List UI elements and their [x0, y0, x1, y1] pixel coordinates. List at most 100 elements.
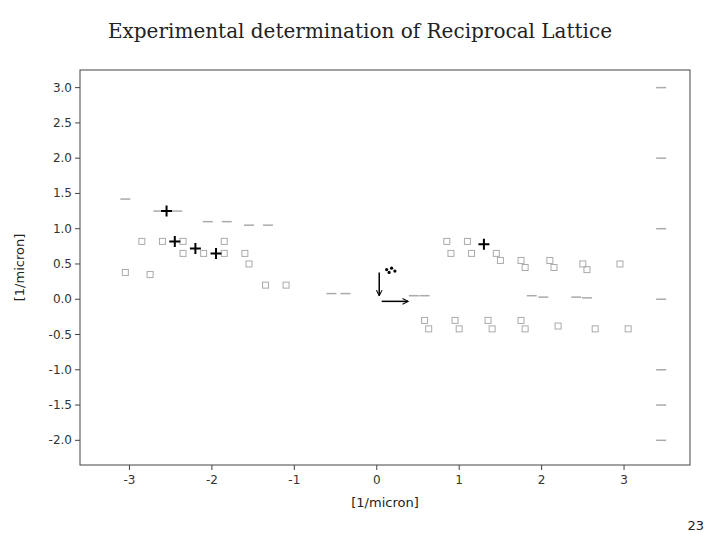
y-tick — [75, 158, 80, 159]
dot-point — [390, 267, 393, 270]
title: Experimental determination of Reciprocal… — [108, 19, 612, 43]
y-tick-label: -0.5 — [49, 328, 72, 342]
square-point — [497, 257, 503, 263]
square-point — [246, 261, 252, 267]
square-point — [584, 267, 590, 273]
square-point — [444, 238, 450, 244]
square-point — [242, 250, 248, 256]
y-tick-label: 2.5 — [53, 116, 72, 130]
plus-point — [478, 239, 489, 250]
x-tick-label: 0 — [373, 473, 381, 487]
y-tick — [75, 299, 80, 300]
square-point — [122, 269, 128, 275]
square-point — [518, 317, 524, 323]
plus-point — [169, 236, 180, 247]
x-tick — [459, 465, 460, 470]
square-point — [555, 323, 561, 329]
dash-point — [656, 369, 666, 371]
y-tick-label: 3.0 — [53, 81, 72, 95]
axes: -3-2-10123-2.0-1.5-1.0-0.50.00.51.01.52.… — [49, 81, 628, 487]
square-point — [452, 317, 458, 323]
dash-point — [420, 295, 430, 297]
dash-point — [203, 221, 213, 223]
dash-point — [222, 221, 232, 223]
dot-point — [385, 268, 388, 271]
dash-point — [409, 295, 419, 297]
dash-point — [527, 295, 537, 297]
dash-point — [582, 297, 592, 299]
y-tick — [75, 369, 80, 370]
y-tick-label: -1.5 — [49, 398, 72, 412]
square-point — [464, 238, 470, 244]
x-tick — [294, 465, 295, 470]
square-point — [469, 250, 475, 256]
y-tick-label: -2.0 — [49, 433, 72, 447]
square-point — [147, 272, 153, 278]
x-tick-label: -1 — [288, 473, 300, 487]
dash-point — [120, 198, 130, 200]
plus-point — [161, 206, 172, 217]
y-tick — [75, 405, 80, 406]
y-tick — [75, 334, 80, 335]
dot-point — [393, 269, 396, 272]
arrow — [378, 272, 380, 295]
page-number: 23 — [687, 518, 704, 533]
square-point — [262, 282, 268, 288]
y-tick — [75, 228, 80, 229]
plot-area — [120, 88, 666, 441]
x-tick — [129, 465, 130, 470]
square-point — [489, 326, 495, 332]
plot-frame — [80, 70, 690, 465]
plus-point — [190, 243, 201, 254]
square-point — [522, 265, 528, 271]
square-point — [426, 326, 432, 332]
dot-point — [388, 271, 391, 274]
dash-point — [656, 298, 666, 300]
y-tick-label: 2.0 — [53, 151, 72, 165]
x-tick — [376, 465, 377, 470]
square-point — [547, 257, 553, 263]
y-tick-label: 1.5 — [53, 186, 72, 200]
arrow — [382, 301, 408, 303]
square-point — [518, 257, 524, 263]
square-point — [617, 261, 623, 267]
dash-point — [172, 210, 182, 212]
dash-point — [538, 296, 548, 298]
dash-point — [340, 293, 350, 295]
y-tick — [75, 263, 80, 264]
dash-point — [326, 293, 336, 295]
x-tick — [624, 465, 625, 470]
y-tick-label: -1.0 — [49, 363, 72, 377]
square-point — [221, 250, 227, 256]
dash-point — [656, 228, 666, 230]
dash-point — [571, 296, 581, 298]
y-tick — [75, 440, 80, 441]
square-point — [201, 250, 207, 256]
x-axis-label: [1/micron] — [351, 495, 418, 510]
square-point — [592, 326, 598, 332]
square-point — [180, 250, 186, 256]
y-tick-label: 0.5 — [53, 257, 72, 271]
x-tick-label: -3 — [123, 473, 135, 487]
y-axis-label: [1/micron] — [12, 234, 27, 301]
square-point — [485, 317, 491, 323]
square-point — [283, 282, 289, 288]
y-tick — [75, 122, 80, 123]
square-point — [159, 238, 165, 244]
square-point — [625, 326, 631, 332]
square-point — [551, 265, 557, 271]
dash-point — [656, 87, 666, 89]
y-tick-label: 1.0 — [53, 222, 72, 236]
square-point — [456, 326, 462, 332]
dash-point — [656, 404, 666, 406]
dash-point — [656, 157, 666, 159]
square-point — [221, 238, 227, 244]
dash-point — [244, 224, 254, 226]
square-point — [180, 238, 186, 244]
y-tick — [75, 193, 80, 194]
x-tick-label: 1 — [455, 473, 463, 487]
y-tick-label: 0.0 — [53, 292, 72, 306]
square-point — [422, 317, 428, 323]
square-point — [580, 261, 586, 267]
dash-point — [263, 224, 273, 226]
